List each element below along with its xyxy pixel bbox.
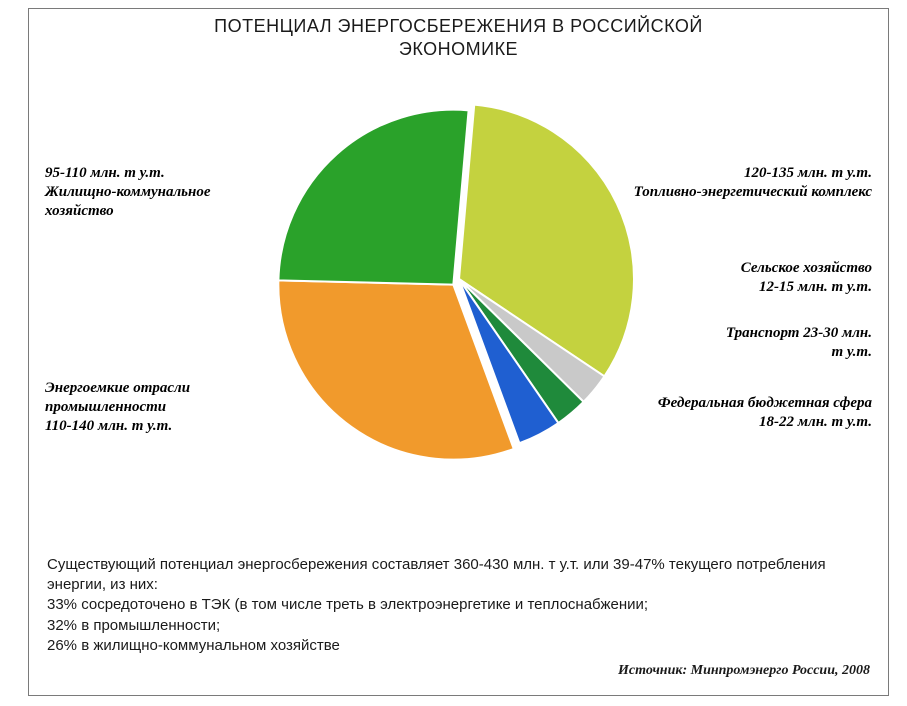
callout-agri: Сельское хозяйство 12-15 млн. т у.т. [612, 259, 872, 297]
callout-housing: 95-110 млн. т у.т. Жилищно-коммунальное … [45, 164, 285, 220]
caption-line-1: 32% в промышленности; [47, 616, 870, 636]
chart-title: ПОТЕНЦИАЛ ЭНЕРГОСБЕРЕЖЕНИЯ В РОССИЙСКОЙ … [29, 15, 888, 60]
chart-frame: ПОТЕНЦИАЛ ЭНЕРГОСБЕРЕЖЕНИЯ В РОССИЙСКОЙ … [28, 8, 889, 696]
caption-line-0: 33% сосредоточено в ТЭК (в том числе тре… [47, 595, 870, 615]
callout-industry: Энергоемкие отрасли промышленности 110-1… [45, 379, 285, 435]
caption-block: Существующий потенциал энергосбережения … [47, 555, 870, 681]
chart-area: 95-110 млн. т у.т. Жилищно-коммунальное … [29, 69, 888, 499]
caption-line-2: 26% в жилищно-коммунальном хозяйстве [47, 636, 870, 656]
caption-title: Существующий потенциал энергосбережения … [47, 555, 870, 596]
callout-federal: Федеральная бюджетная сфера 18-22 млн. т… [592, 394, 872, 432]
callout-transport: Транспорт 23-30 млн. т у.т. [612, 324, 872, 362]
source-text: Источник: Минпромэнерго России, 2008 [47, 662, 870, 681]
callout-tek: 120-135 млн. т у.т. Топливно-энергетичес… [582, 164, 872, 202]
pie-slice-housing [278, 110, 468, 285]
